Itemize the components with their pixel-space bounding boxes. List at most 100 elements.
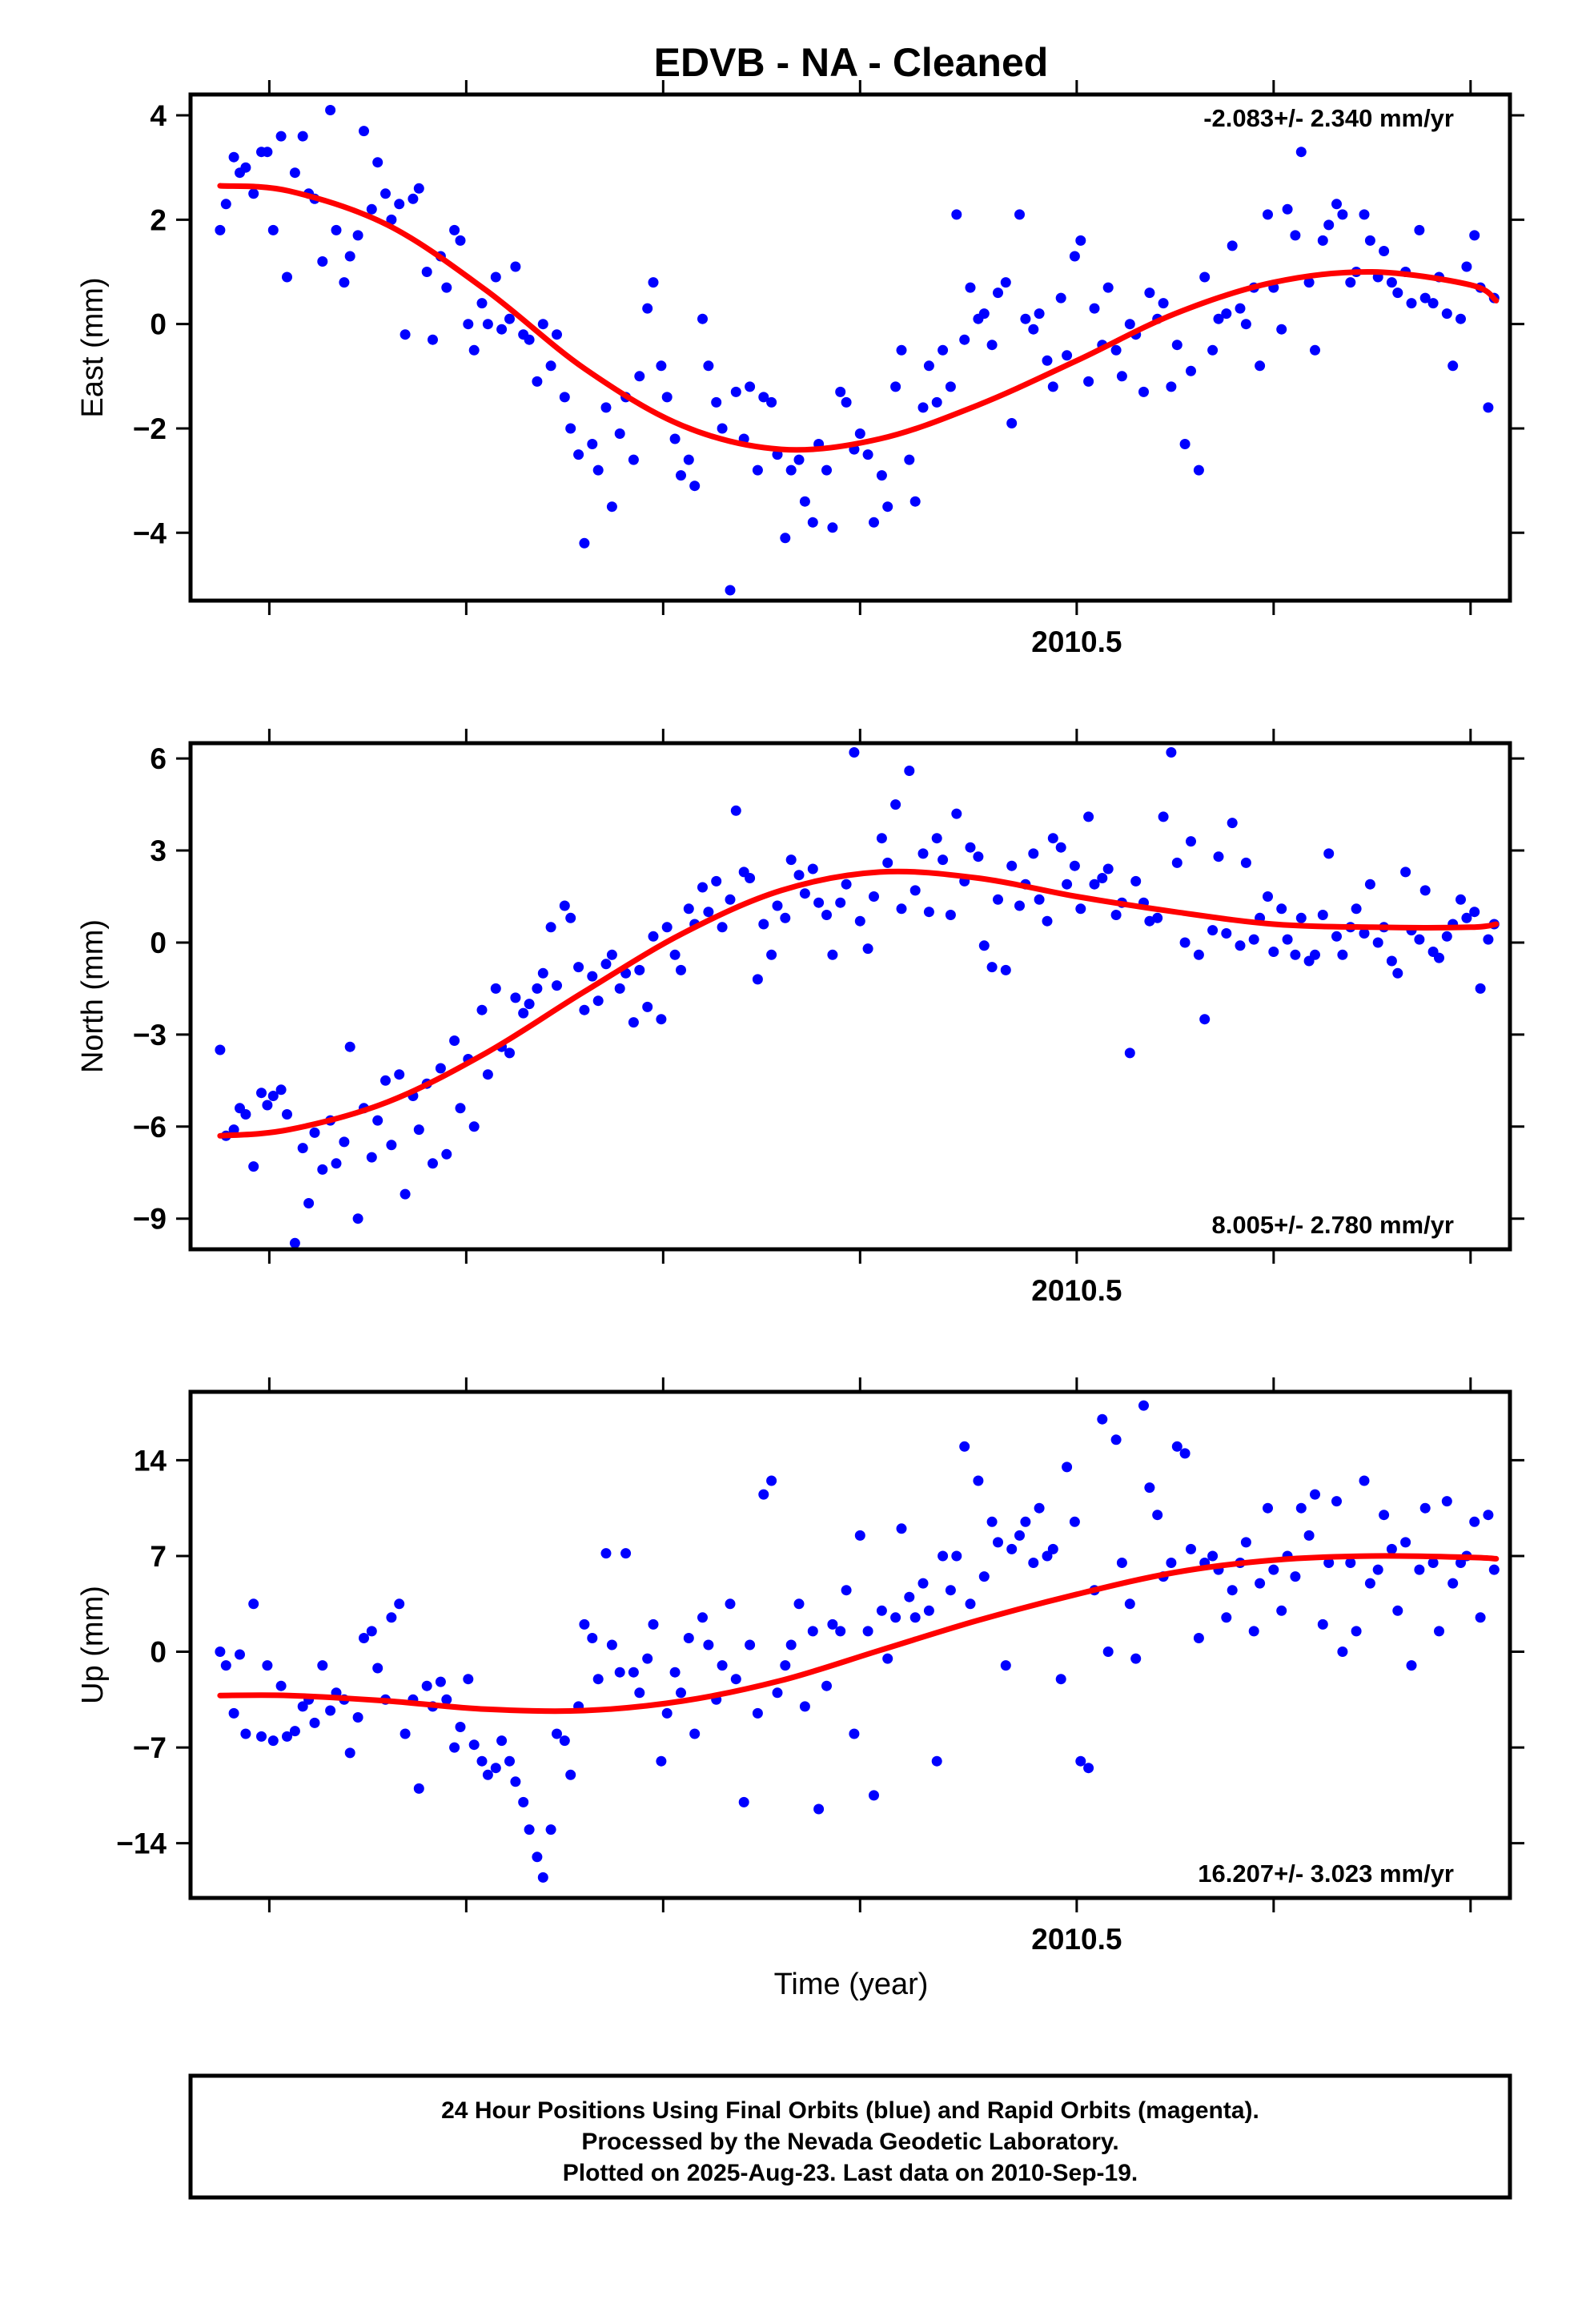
up-ytick-label: 0 — [150, 1636, 167, 1669]
east-data-point — [372, 157, 383, 168]
up-data-point — [849, 1728, 860, 1739]
east-data-point — [683, 454, 694, 465]
north-data-point — [394, 1069, 405, 1080]
north-data-point — [545, 922, 556, 933]
up-data-point — [827, 1618, 838, 1630]
east-data-point — [441, 282, 452, 293]
east-data-point — [1102, 282, 1114, 293]
up-data-point — [1447, 1578, 1459, 1589]
north-data-point — [648, 931, 659, 942]
up-data-point — [421, 1680, 432, 1691]
north-data-point — [262, 1100, 273, 1111]
north-data-point — [1047, 833, 1058, 844]
north-data-point — [573, 962, 584, 973]
east-data-point — [1419, 292, 1431, 304]
east-data-point — [951, 209, 962, 220]
north-data-point — [827, 949, 838, 960]
up-data-point — [1144, 1482, 1155, 1494]
north-data-point — [1179, 937, 1191, 948]
up-data-point — [235, 1649, 245, 1660]
north-data-point — [1207, 925, 1219, 936]
north-data-point — [1290, 949, 1301, 960]
east-data-point — [468, 344, 480, 356]
east-data-point — [1240, 319, 1251, 330]
north-data-point — [435, 1063, 446, 1074]
north-data-point — [1282, 934, 1293, 945]
east-data-point — [380, 188, 391, 199]
up-data-point — [1331, 1496, 1342, 1507]
north-data-point — [441, 1148, 452, 1160]
north-data-point — [559, 900, 570, 911]
up-data-point — [1055, 1674, 1066, 1685]
east-data-point — [614, 428, 625, 439]
north-data-point — [372, 1115, 383, 1126]
north-data-point — [661, 922, 673, 933]
north-data-point — [455, 1103, 466, 1114]
east-data-point — [1227, 240, 1238, 251]
north-data-point — [600, 959, 612, 970]
north-data-point — [303, 1198, 315, 1208]
east-data-point — [289, 167, 300, 179]
east-data-point — [325, 105, 336, 115]
north-data-point — [717, 922, 728, 933]
east-data-point — [1006, 418, 1018, 428]
east-data-point — [587, 439, 598, 449]
east-data-point — [1075, 235, 1086, 246]
up-data-point — [862, 1626, 873, 1637]
up-data-point — [1097, 1413, 1108, 1425]
up-data-point — [510, 1776, 521, 1787]
east-data-point — [1447, 360, 1459, 372]
up-data-point — [965, 1598, 976, 1610]
up-data-point — [496, 1735, 508, 1747]
up-data-point — [1102, 1647, 1114, 1657]
east-data-point — [1199, 271, 1211, 283]
east-data-point — [938, 344, 949, 356]
up-data-point — [1323, 1558, 1335, 1568]
up-data-point — [1255, 1578, 1266, 1589]
up-data-point — [909, 1612, 921, 1623]
east-data-point — [854, 428, 865, 439]
up-data-point — [730, 1674, 741, 1685]
north-ytick-label: −9 — [133, 1203, 167, 1236]
north-data-point — [772, 900, 783, 911]
east-data-point — [1255, 360, 1266, 372]
up-data-point — [600, 1548, 612, 1559]
up-data-point — [1419, 1502, 1431, 1514]
up-data-point — [366, 1626, 377, 1637]
north-data-point — [923, 907, 934, 918]
up-data-point — [1014, 1530, 1025, 1541]
up-data-point — [1434, 1626, 1444, 1637]
north-data-point — [973, 851, 984, 862]
up-data-point — [772, 1687, 783, 1699]
east-data-point — [1441, 308, 1452, 320]
east-data-point — [1207, 344, 1219, 356]
north-data-point — [1055, 842, 1066, 853]
up-data-point — [1372, 1564, 1383, 1575]
up-data-point — [565, 1769, 576, 1780]
up-data-point — [1317, 1618, 1328, 1630]
north-data-point — [752, 974, 763, 985]
up-data-point — [717, 1660, 728, 1671]
up-data-point — [1069, 1516, 1080, 1527]
east-ytick-label: 0 — [150, 308, 167, 341]
up-data-point — [248, 1598, 259, 1610]
north-data-point — [758, 919, 769, 930]
north-data-point — [793, 870, 805, 881]
north-data-point — [854, 915, 865, 927]
north-data-point — [1199, 1014, 1211, 1025]
up-data-point — [1186, 1543, 1196, 1554]
up-data-point — [606, 1639, 617, 1651]
east-data-point — [1020, 313, 1031, 324]
up-data-point — [297, 1701, 308, 1712]
east-data-point — [1069, 251, 1080, 262]
east-data-point — [394, 199, 405, 210]
north-data-point — [1475, 983, 1486, 994]
up-data-point — [441, 1694, 452, 1705]
north-data-point — [951, 808, 962, 819]
east-data-point — [482, 319, 493, 330]
east-data-point — [1414, 224, 1425, 235]
north-data-point — [821, 910, 832, 920]
north-data-point — [862, 943, 873, 955]
panel-east: 4 2 0 −2 −4 2010.5 East (mm) -2.083+/- 2.340 mm… — [76, 80, 1524, 658]
east-data-point — [676, 470, 686, 481]
